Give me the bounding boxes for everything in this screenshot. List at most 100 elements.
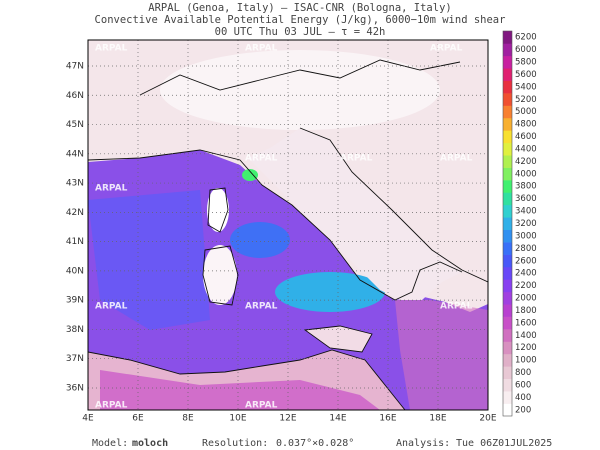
lat-label: 39N: [66, 296, 84, 306]
colorbar-cell: [503, 353, 512, 367]
colorbar-label: 1600: [515, 318, 537, 328]
lon-label: 16E: [379, 414, 396, 424]
watermark: ARPAL: [430, 44, 463, 54]
footer-label: Resolution:: [202, 438, 268, 449]
lon-label: 18E: [429, 414, 446, 424]
colorbar-cell: [503, 304, 512, 317]
colorbar-cell: [503, 279, 512, 293]
sardinia: [203, 245, 237, 305]
colorbar-label: 4000: [515, 169, 537, 179]
watermark: ARPAL: [95, 302, 128, 312]
colorbar-cell: [503, 266, 512, 280]
colorbar-cell: [503, 316, 512, 330]
sea-field: [100, 370, 380, 410]
colorbar-cell: [503, 117, 512, 131]
colorbar-cell: [503, 55, 512, 69]
lat-label: 36N: [66, 383, 84, 393]
colorbar-label: 3400: [515, 207, 537, 217]
colorbar-label: 6200: [515, 33, 537, 43]
watermark: ARPAL: [440, 154, 473, 164]
colorbar-label: 3000: [515, 231, 537, 241]
colorbar-label: 2800: [515, 244, 537, 254]
colorbar-cell: [503, 204, 512, 218]
colorbar-label: 1800: [515, 306, 537, 316]
watermark: ARPAL: [245, 44, 278, 54]
footer-label: Analysis:: [396, 438, 450, 449]
watermark: ARPAL: [95, 184, 128, 194]
colorbar-frame: [502, 30, 513, 417]
colorbar-cell: [503, 329, 512, 342]
watermark: ARPAL: [245, 302, 278, 312]
footer-value: 0.037°×0.028°: [276, 438, 354, 449]
colorbar-cell: [503, 391, 512, 404]
header-line: 00 UTC Thu 03 JUL — τ = 42h: [215, 26, 386, 38]
coastline: [202, 187, 373, 353]
colorbar-cell: [503, 242, 512, 255]
colorbar-label: 600: [515, 380, 531, 390]
footer-value: Tue 06Z01JUL2025: [456, 438, 552, 449]
lat-label: 41N: [66, 237, 84, 247]
colorbar-label: 4400: [515, 144, 537, 154]
colorbar-cell: [503, 403, 512, 417]
coastline: [88, 127, 488, 410]
colorbar-cell: [503, 254, 512, 268]
colorbar-label: 4800: [515, 120, 537, 130]
colorbar-label: 1400: [515, 331, 537, 341]
colorbar-cell: [503, 291, 512, 305]
colorbar-cell: [503, 130, 512, 144]
colorbar-cell: [503, 341, 512, 355]
footer-value: moloch: [132, 438, 168, 449]
colorbar-cell: [503, 43, 512, 57]
lat-label: 47N: [66, 62, 84, 72]
colorbar-label: 2400: [515, 269, 537, 279]
colorbar-cell: [503, 217, 512, 231]
colorbar-cell: [503, 93, 512, 106]
lat-label: 44N: [66, 149, 84, 159]
colorbar-label: 2600: [515, 256, 537, 266]
map: ARPAL ARPAL ARPAL ARPAL ARPAL ARPAL ARPAL ARPAL…: [87, 39, 489, 411]
sea-field: [88, 190, 210, 330]
colorbar-label: 1200: [515, 343, 537, 353]
corsica: [207, 188, 229, 232]
lon-label: 4E: [82, 414, 94, 424]
lat-label: 37N: [66, 354, 84, 364]
border: [139, 59, 461, 96]
colorbar-cell: [503, 80, 512, 94]
watermark: ARPAL: [440, 302, 473, 312]
lon-label: 12E: [279, 414, 296, 424]
lon-label: 14E: [329, 414, 346, 424]
colorbar-label: 2000: [515, 294, 537, 304]
colorbar-label: 5800: [515, 58, 537, 68]
colorbar-cell: [503, 378, 512, 392]
lon-label: 6E: [132, 414, 144, 424]
colorbar-label: 400: [515, 393, 531, 403]
colorbar-label: 4600: [515, 132, 537, 142]
colorbar-label: 3600: [515, 194, 537, 204]
lat-label: 42N: [66, 208, 84, 218]
colorbar-label: 6000: [515, 45, 537, 55]
colorbar-label: 3200: [515, 219, 537, 229]
colorbar-label: 5400: [515, 82, 537, 92]
watermark: ARPAL: [95, 401, 128, 411]
colorbar-label: 200: [515, 405, 531, 415]
high-cape: [275, 272, 385, 312]
colorbar-label: 4200: [515, 157, 537, 167]
colorbar-cell: [503, 31, 512, 44]
map-frame: [87, 39, 489, 411]
colorbar-label: 3800: [515, 182, 537, 192]
land-field: [160, 50, 440, 130]
watermark: ARPAL: [340, 154, 373, 164]
lon-label: 20E: [479, 414, 496, 424]
land-field: [248, 128, 462, 300]
watermark: ARPAL: [95, 44, 128, 54]
colorbar-cell: [503, 142, 512, 156]
footer-label: Model:: [92, 438, 128, 449]
colorbar-cell: [503, 155, 512, 168]
lon-label: 8E: [182, 414, 194, 424]
colorbar: 200 400 600 800 1000 1200 1400 1600 1800 2000 2200…: [502, 30, 537, 417]
colorbar-cell: [503, 229, 512, 243]
high-cape: [230, 222, 290, 258]
lat-label: 40N: [66, 266, 84, 276]
sea-field: [395, 300, 488, 410]
colorbar-label: 5000: [515, 107, 537, 117]
